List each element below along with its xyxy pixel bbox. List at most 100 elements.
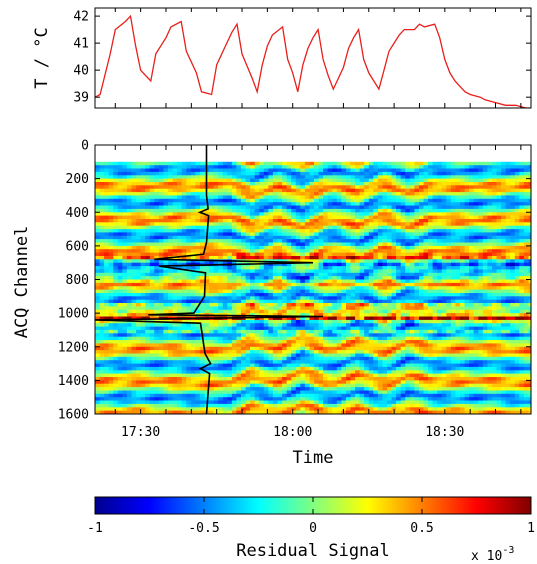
heatmap-cell <box>350 168 356 173</box>
heatmap-cell <box>377 296 384 301</box>
heatmap-cell <box>241 316 247 321</box>
heatmap-cell <box>327 306 333 311</box>
heatmap-cell <box>259 175 265 180</box>
heatmap-cell <box>190 256 196 260</box>
heatmap-cell <box>250 390 256 395</box>
heatmap-cell <box>131 175 137 180</box>
heatmap-cell <box>190 403 196 408</box>
heatmap-cell <box>122 363 128 368</box>
heatmap-cell <box>254 205 260 210</box>
heatmap-cell <box>209 252 215 257</box>
heatmap-cell <box>282 262 288 267</box>
heatmap-cell <box>222 329 228 334</box>
heatmap-cell <box>341 333 347 338</box>
heatmap-cell <box>263 229 269 234</box>
heatmap-cell <box>158 252 165 257</box>
heatmap-cell <box>158 232 165 237</box>
heatmap-cell <box>245 165 251 170</box>
heatmap-cell <box>304 356 311 361</box>
heatmap-cell <box>154 282 160 287</box>
heatmap-cell <box>341 262 347 267</box>
heatmap-cell <box>254 232 260 237</box>
heatmap-cell <box>227 377 233 381</box>
heatmap-cell <box>314 319 320 324</box>
heatmap-cell <box>95 252 101 257</box>
heatmap-cell <box>140 407 146 412</box>
heatmap-cell <box>341 182 347 186</box>
heatmap-cell <box>177 407 183 412</box>
heatmap-cell <box>190 393 196 398</box>
heatmap-cell <box>286 380 292 385</box>
heatmap-cell <box>181 282 187 287</box>
heatmap-cell <box>314 400 320 405</box>
heatmap-cell <box>359 323 365 328</box>
heatmap-cell <box>391 178 397 183</box>
heatmap-cell <box>355 242 361 247</box>
heatmap-cell <box>181 346 187 351</box>
heatmap-cell <box>245 249 251 254</box>
heatmap-cell <box>364 353 370 358</box>
heatmap-cell <box>295 171 301 176</box>
heatmap-cell <box>190 397 196 402</box>
heatmap-cell <box>99 222 105 227</box>
heatmap-cell <box>99 313 105 318</box>
heatmap-cell <box>168 239 174 244</box>
heatmap-cell <box>122 262 128 267</box>
heatmap-cell <box>108 182 114 186</box>
heatmap-cell <box>245 329 251 334</box>
heatmap-cell <box>163 360 169 365</box>
heatmap-cell <box>145 360 151 365</box>
heatmap-cell <box>209 407 215 412</box>
heatmap-cell <box>277 366 283 371</box>
heatmap-cell <box>95 282 101 287</box>
heatmap-cell <box>186 390 192 395</box>
heatmap-cell <box>268 303 274 307</box>
heatmap-cell <box>117 346 123 351</box>
heatmap-cell <box>277 282 283 287</box>
heatmap-cell <box>108 229 114 234</box>
heatmap-cell <box>168 195 174 200</box>
heatmap-cell <box>355 403 361 408</box>
heatmap-cell <box>95 289 101 294</box>
heatmap-cell <box>104 333 110 338</box>
heatmap-cell <box>350 346 356 351</box>
heatmap-cell <box>336 188 342 193</box>
heatmap-cell <box>327 198 333 203</box>
heatmap-cell <box>122 252 128 257</box>
heatmap-cell <box>309 319 315 324</box>
heatmap-cell <box>391 316 397 321</box>
heatmap-cell <box>341 256 347 260</box>
heatmap-cell <box>355 377 361 381</box>
heatmap-cell <box>140 329 146 334</box>
heatmap-cell <box>204 373 210 378</box>
heatmap-cell <box>149 259 155 264</box>
heatmap-cell <box>131 340 137 344</box>
heatmap-cell <box>108 171 114 176</box>
heatmap-cell <box>318 286 324 291</box>
heatmap-cell <box>227 235 233 240</box>
heatmap-cell <box>126 192 133 197</box>
heatmap-cell <box>304 293 311 297</box>
heatmap-cell <box>245 303 251 307</box>
heatmap-cell <box>295 282 301 287</box>
heatmap-cell <box>391 175 397 180</box>
heatmap-cell <box>154 333 160 338</box>
heatmap-cell <box>364 289 370 294</box>
heatmap-cell <box>222 208 228 213</box>
heatmap-cell <box>327 303 333 307</box>
heatmap-cell <box>277 340 283 344</box>
heatmap-cell <box>145 225 151 230</box>
heatmap-cell <box>190 323 196 328</box>
heatmap-cell <box>117 360 123 365</box>
heatmap-cell <box>300 161 306 166</box>
heatmap-cell <box>332 410 338 414</box>
heatmap-cell <box>295 387 301 392</box>
heatmap-cell <box>158 188 165 193</box>
heatmap-cell <box>218 192 224 197</box>
heatmap-cell <box>126 195 133 200</box>
heatmap-cell <box>172 403 178 408</box>
heatmap-cell <box>391 356 397 361</box>
heatmap-cell <box>209 296 215 301</box>
heatmap-cell <box>346 165 352 170</box>
heatmap-cell <box>314 272 320 277</box>
